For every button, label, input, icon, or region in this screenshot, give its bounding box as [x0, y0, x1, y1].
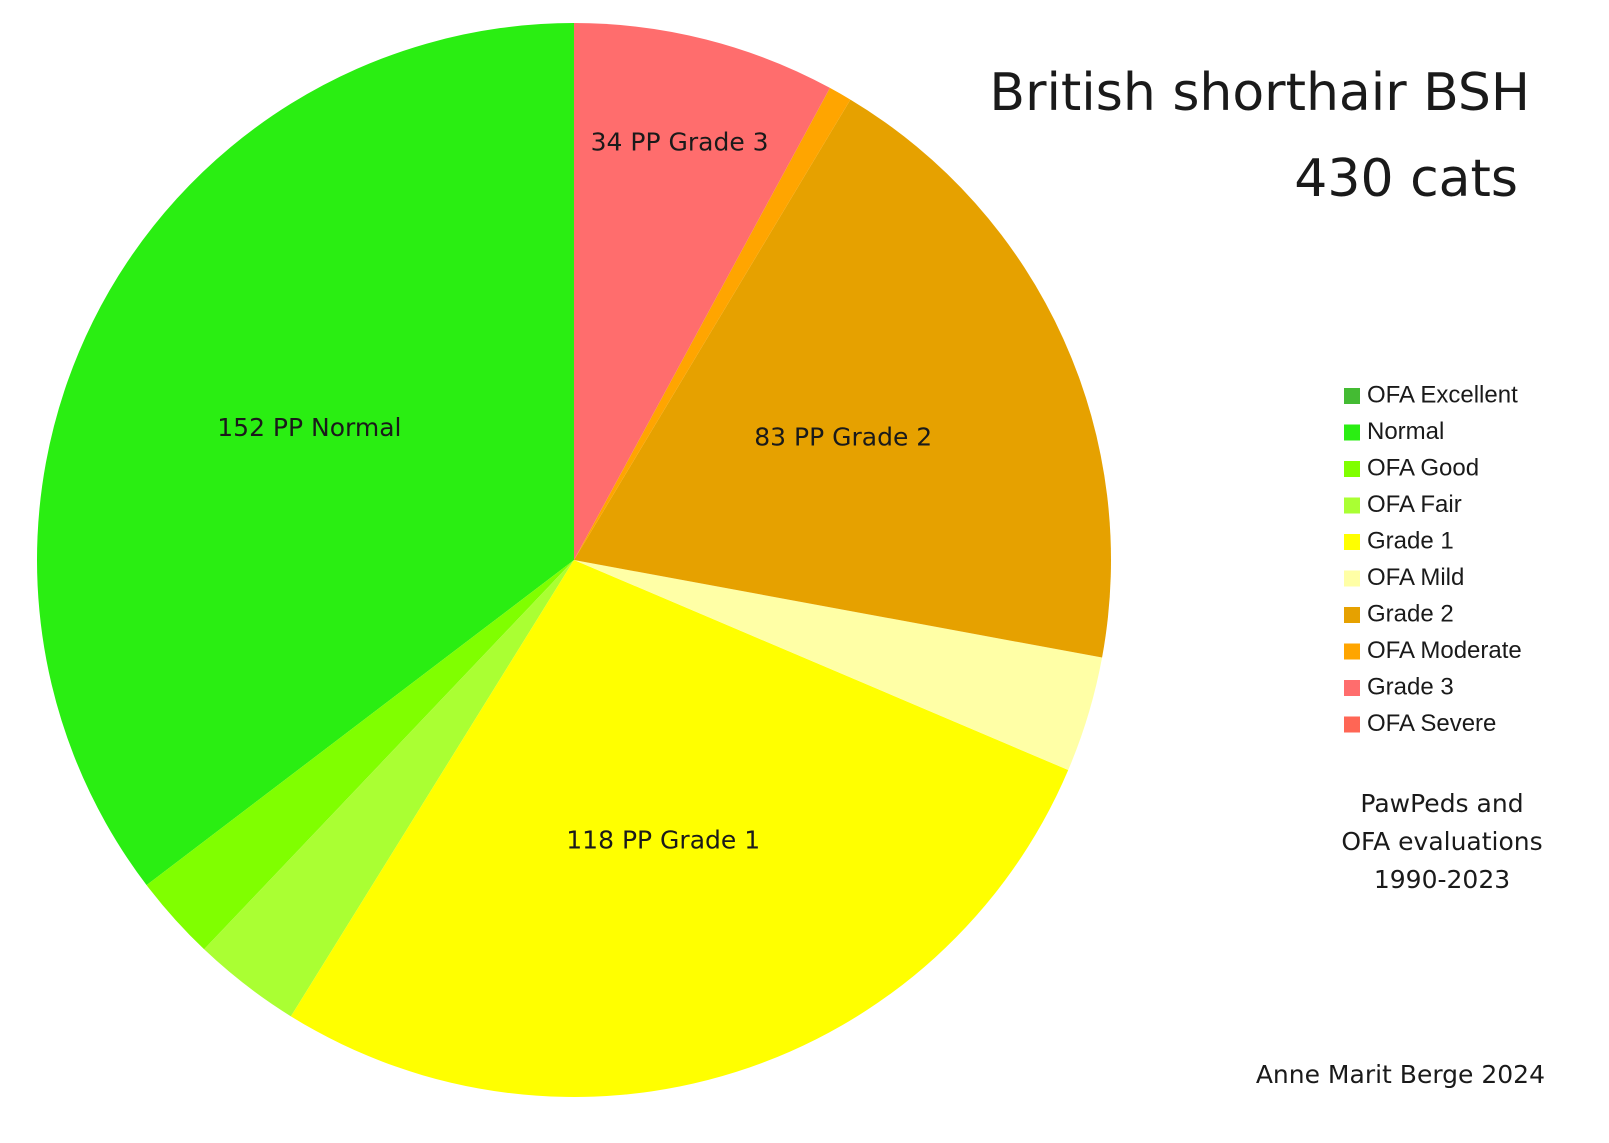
pie-slice: [146, 560, 575, 950]
pie-slice: [290, 560, 1069, 1097]
pie-slice: [574, 560, 1103, 771]
legend-label: Grade 1: [1367, 527, 1454, 554]
pie-slice: [36, 23, 574, 886]
data-label: 118 PP Grade 1: [566, 826, 760, 855]
legend-swatch: [1344, 424, 1360, 441]
legend-label: Grade 3: [1367, 673, 1454, 700]
pie-slice: [204, 560, 574, 1017]
note: PawPeds and: [1360, 789, 1523, 818]
legend-swatch: [1344, 388, 1360, 404]
legend-swatch: [1344, 461, 1360, 477]
legend-swatch: [1344, 680, 1360, 696]
legend-swatch: [1344, 643, 1360, 660]
legend-label: OFA Mild: [1367, 564, 1464, 591]
legend-label: OFA Good: [1367, 454, 1479, 481]
legend-label: OFA Excellent: [1367, 381, 1518, 408]
data-label: 83 PP Grade 2: [754, 423, 932, 452]
pie-slice: [574, 23, 830, 560]
legend-swatch: [1344, 607, 1360, 623]
note: 1990-2023: [1374, 865, 1510, 894]
legend-swatch: [1344, 716, 1360, 733]
legend-swatch: [1344, 570, 1360, 587]
pie-slice: [574, 87, 851, 560]
data-label: 34 PP Grade 3: [591, 128, 769, 157]
chart-title: British shorthair BSH: [989, 63, 1530, 123]
legend-swatch: [1344, 534, 1360, 550]
legend-label: Normal: [1367, 418, 1444, 445]
legend-label: OFA Fair: [1367, 491, 1462, 518]
pie-slice: [574, 99, 1111, 658]
data-label: 152 PP Normal: [217, 413, 401, 442]
legend: OFA Excellent Normal OFA Good OFA Fair Grade…: [1344, 381, 1522, 737]
legend-swatch: [1344, 497, 1360, 514]
author: Anne Marit Berge 2024: [1256, 1060, 1545, 1089]
note: OFA evaluations: [1341, 827, 1542, 856]
legend-label: OFA Severe: [1367, 710, 1496, 737]
legend-label: OFA Moderate: [1367, 637, 1522, 664]
chart-subtitle: 430 cats: [1294, 149, 1518, 209]
legend-label: Grade 2: [1367, 600, 1454, 627]
